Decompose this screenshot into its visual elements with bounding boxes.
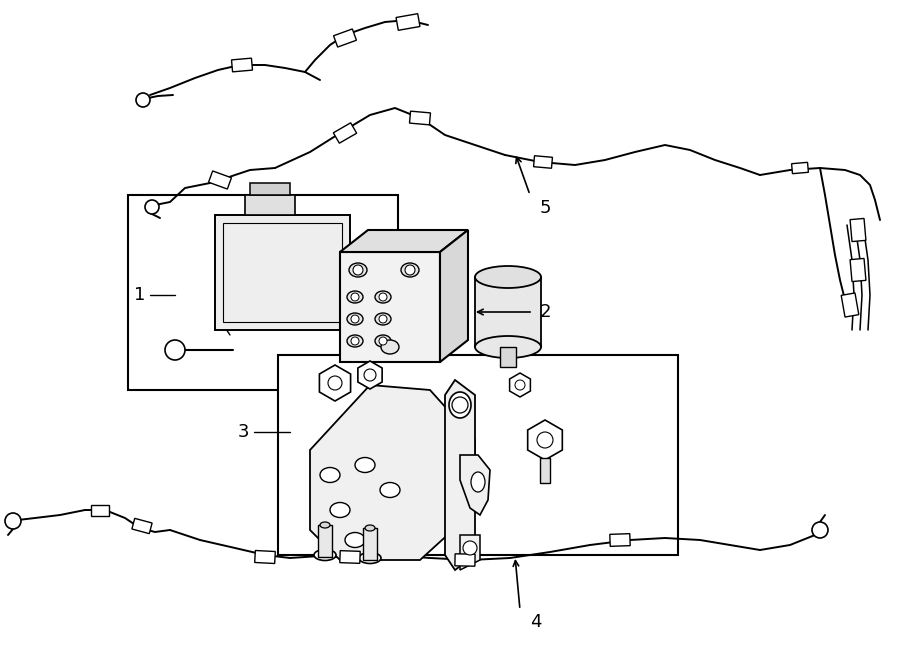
Circle shape (165, 340, 185, 360)
Polygon shape (527, 420, 562, 460)
Text: 3: 3 (238, 423, 248, 441)
Circle shape (5, 513, 21, 529)
Polygon shape (209, 171, 231, 189)
Bar (128, 195, 398, 390)
Polygon shape (132, 518, 152, 533)
Ellipse shape (365, 525, 375, 531)
Ellipse shape (314, 549, 336, 561)
Ellipse shape (475, 266, 541, 288)
Polygon shape (333, 123, 356, 143)
Circle shape (145, 200, 159, 214)
Polygon shape (250, 183, 290, 195)
Ellipse shape (347, 313, 363, 325)
Polygon shape (850, 218, 866, 241)
Bar (278, 355, 678, 555)
Ellipse shape (345, 533, 365, 547)
Ellipse shape (349, 263, 367, 277)
Polygon shape (358, 361, 382, 389)
Polygon shape (340, 252, 440, 362)
Polygon shape (534, 156, 553, 169)
Circle shape (379, 293, 387, 301)
Text: 5: 5 (540, 199, 552, 217)
Polygon shape (340, 551, 360, 563)
Ellipse shape (381, 340, 399, 354)
Circle shape (351, 337, 359, 345)
Polygon shape (610, 533, 630, 547)
Polygon shape (460, 455, 490, 515)
Polygon shape (792, 163, 808, 174)
Polygon shape (440, 230, 468, 362)
Text: 4: 4 (530, 613, 542, 631)
Circle shape (351, 315, 359, 323)
Ellipse shape (347, 335, 363, 347)
Circle shape (812, 522, 828, 538)
Circle shape (452, 397, 468, 413)
Polygon shape (310, 385, 475, 560)
Ellipse shape (355, 457, 375, 473)
Circle shape (328, 376, 342, 390)
Polygon shape (231, 58, 253, 72)
Ellipse shape (375, 313, 391, 325)
Circle shape (537, 432, 553, 448)
Polygon shape (410, 111, 430, 125)
Circle shape (364, 369, 376, 381)
Polygon shape (475, 277, 541, 347)
Ellipse shape (471, 472, 485, 492)
Polygon shape (350, 245, 370, 295)
Polygon shape (460, 535, 480, 570)
Polygon shape (245, 195, 295, 215)
Ellipse shape (375, 291, 391, 303)
Polygon shape (509, 373, 530, 397)
Ellipse shape (320, 467, 340, 483)
Circle shape (515, 380, 525, 390)
Polygon shape (320, 365, 351, 401)
Circle shape (379, 315, 387, 323)
Circle shape (353, 265, 363, 275)
Polygon shape (842, 293, 859, 317)
Bar (363, 528, 377, 560)
Ellipse shape (330, 502, 350, 518)
Polygon shape (215, 215, 350, 330)
Polygon shape (334, 29, 356, 47)
Circle shape (351, 263, 369, 281)
Ellipse shape (475, 336, 541, 358)
Polygon shape (91, 504, 109, 516)
Circle shape (351, 293, 359, 301)
Polygon shape (340, 230, 468, 252)
Ellipse shape (359, 553, 381, 563)
Bar (500, 347, 516, 367)
Circle shape (136, 93, 150, 107)
Polygon shape (445, 380, 475, 570)
Ellipse shape (347, 291, 363, 303)
Bar (223, 223, 342, 322)
Circle shape (405, 265, 415, 275)
Polygon shape (255, 551, 275, 564)
Ellipse shape (375, 335, 391, 347)
Polygon shape (850, 258, 866, 282)
Bar (318, 525, 332, 557)
Polygon shape (396, 14, 420, 30)
Circle shape (379, 337, 387, 345)
Ellipse shape (401, 263, 419, 277)
Bar (540, 458, 550, 483)
Polygon shape (454, 554, 475, 566)
Ellipse shape (380, 483, 400, 498)
Circle shape (463, 541, 477, 555)
Text: 1: 1 (134, 286, 146, 304)
Ellipse shape (320, 522, 330, 528)
Text: 2: 2 (540, 303, 552, 321)
Ellipse shape (449, 392, 471, 418)
